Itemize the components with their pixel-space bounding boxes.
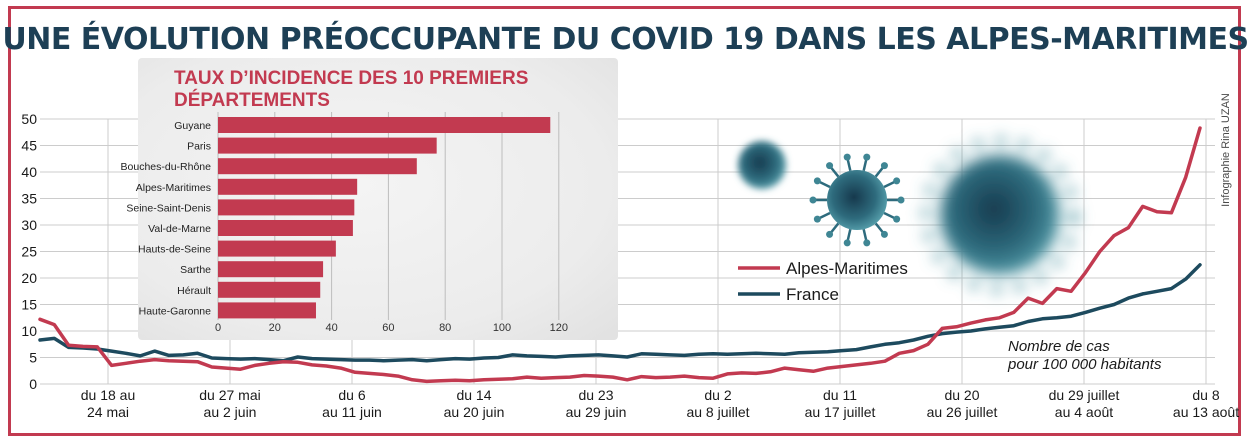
bar-chart-category-labels: Guyane Paris Bouches-du-Rhône Alpes-Maritim… bbox=[121, 120, 212, 317]
virus-icon bbox=[809, 153, 905, 247]
bar-chart-title-line2: DÉPARTEMENTS bbox=[174, 89, 330, 111]
bar bbox=[218, 220, 353, 236]
series-line-france bbox=[38, 263, 1202, 363]
x-tick-label: du 14 bbox=[456, 387, 491, 403]
bar bbox=[218, 240, 336, 257]
page-title: UNE ÉVOLUTION PRÉOCCUPANTE DU COVID 19 D… bbox=[2, 22, 1249, 57]
x-tick-label: au 26 juillet bbox=[927, 404, 998, 420]
y-tick-label: 10 bbox=[21, 323, 37, 339]
line-chart-y-axis: 0 5 10 15 20 25 30 35 40 45 50 bbox=[21, 111, 37, 392]
bar bbox=[218, 261, 324, 278]
bar-category-label: Alpes-Maritimes bbox=[136, 182, 211, 194]
bar bbox=[218, 281, 321, 298]
legend: Alpes-Maritimes France bbox=[738, 259, 908, 304]
y-tick-label: 20 bbox=[21, 270, 37, 286]
bar-category-label: Bouches-du-Rhône bbox=[121, 161, 212, 173]
legend-label-alpes-maritimes: Alpes-Maritimes bbox=[786, 259, 908, 278]
x-tick-label: au 13 août bbox=[1173, 404, 1239, 420]
x-tick-label: du 11 bbox=[823, 387, 857, 403]
y-tick-label: 50 bbox=[21, 111, 37, 127]
x-tick-label: au 2 juin bbox=[204, 404, 257, 420]
x-tick-label: du 27 mai bbox=[199, 387, 260, 403]
x-tick-label: du 6 bbox=[338, 387, 365, 403]
x-tick-label: du 20 bbox=[944, 387, 979, 403]
y-unit-note-line1: Nombre de cas bbox=[1008, 338, 1110, 355]
x-tick-label: du 23 bbox=[578, 387, 613, 403]
series-line-alpes-maritimes bbox=[38, 126, 1202, 384]
x-tick-label: 24 mai bbox=[87, 404, 129, 420]
x-tick-label: au 20 juin bbox=[444, 404, 505, 420]
y-tick-label: 5 bbox=[29, 350, 37, 366]
bar bbox=[218, 158, 417, 175]
y-unit-note: Nombre de cas pour 100 000 habitants bbox=[1008, 338, 1161, 374]
y-tick-label: 25 bbox=[21, 244, 37, 260]
bar-x-tick-label: 80 bbox=[439, 322, 451, 334]
y-tick-label: 15 bbox=[21, 297, 37, 313]
y-tick-label: 35 bbox=[21, 191, 37, 207]
bar-category-label: Val-de-Marne bbox=[148, 223, 211, 235]
bar bbox=[218, 117, 551, 133]
virus-icon bbox=[921, 136, 1079, 294]
line-chart-series bbox=[38, 126, 1202, 384]
bar-category-label: Sarthe bbox=[180, 264, 211, 276]
bar bbox=[218, 302, 316, 319]
y-tick-label: 30 bbox=[21, 217, 37, 233]
x-tick-label: du 29 juillet bbox=[1049, 387, 1120, 403]
y-tick-label: 40 bbox=[21, 164, 37, 180]
virus-icon bbox=[738, 141, 786, 189]
bar-x-tick-label: 100 bbox=[493, 322, 511, 334]
x-tick-label: au 17 juillet bbox=[805, 404, 876, 420]
bar-chart-title-line1: TAUX D’INCIDENCE DES 10 PREMIERS bbox=[174, 68, 528, 89]
x-tick-label: au 4 août bbox=[1055, 404, 1113, 420]
bar bbox=[218, 137, 437, 154]
bar-x-tick-label: 60 bbox=[382, 322, 394, 334]
bar-category-label: Guyane bbox=[174, 120, 211, 132]
bar-category-label: Haute-Garonne bbox=[139, 305, 212, 317]
x-tick-label: du 2 bbox=[704, 387, 731, 403]
x-tick-label: au 29 juin bbox=[566, 404, 627, 420]
bar-category-label: Hauts-de-Seine bbox=[138, 244, 211, 256]
y-tick-label: 0 bbox=[29, 376, 37, 392]
bar-category-label: Hérault bbox=[177, 285, 211, 297]
x-tick-label: au 8 juillet bbox=[686, 404, 749, 420]
bar-chart-x-axis: 0 20 40 60 80 100 120 bbox=[215, 322, 568, 334]
x-tick-label: du 18 au bbox=[81, 387, 136, 403]
legend-label-france: France bbox=[786, 285, 839, 304]
virus-illustration bbox=[738, 136, 1079, 294]
bar-category-label: Seine-Saint-Denis bbox=[126, 202, 211, 214]
bar-x-tick-label: 40 bbox=[325, 322, 337, 334]
bar bbox=[218, 178, 358, 195]
bar-x-tick-label: 0 bbox=[215, 322, 221, 334]
credit-text: Infographie Rina UZAN bbox=[1220, 93, 1232, 207]
bar-category-label: Paris bbox=[187, 141, 211, 153]
y-tick-label: 45 bbox=[21, 138, 37, 154]
x-tick-label: au 11 juin bbox=[322, 404, 382, 420]
bar-chart-bars bbox=[218, 117, 551, 319]
x-tick-label: du 8 bbox=[1192, 387, 1219, 403]
y-unit-note-line2: pour 100 000 habitants bbox=[1008, 356, 1162, 373]
bar bbox=[218, 199, 355, 216]
bar-x-tick-label: 120 bbox=[550, 322, 568, 334]
bar-x-tick-label: 20 bbox=[269, 322, 281, 334]
